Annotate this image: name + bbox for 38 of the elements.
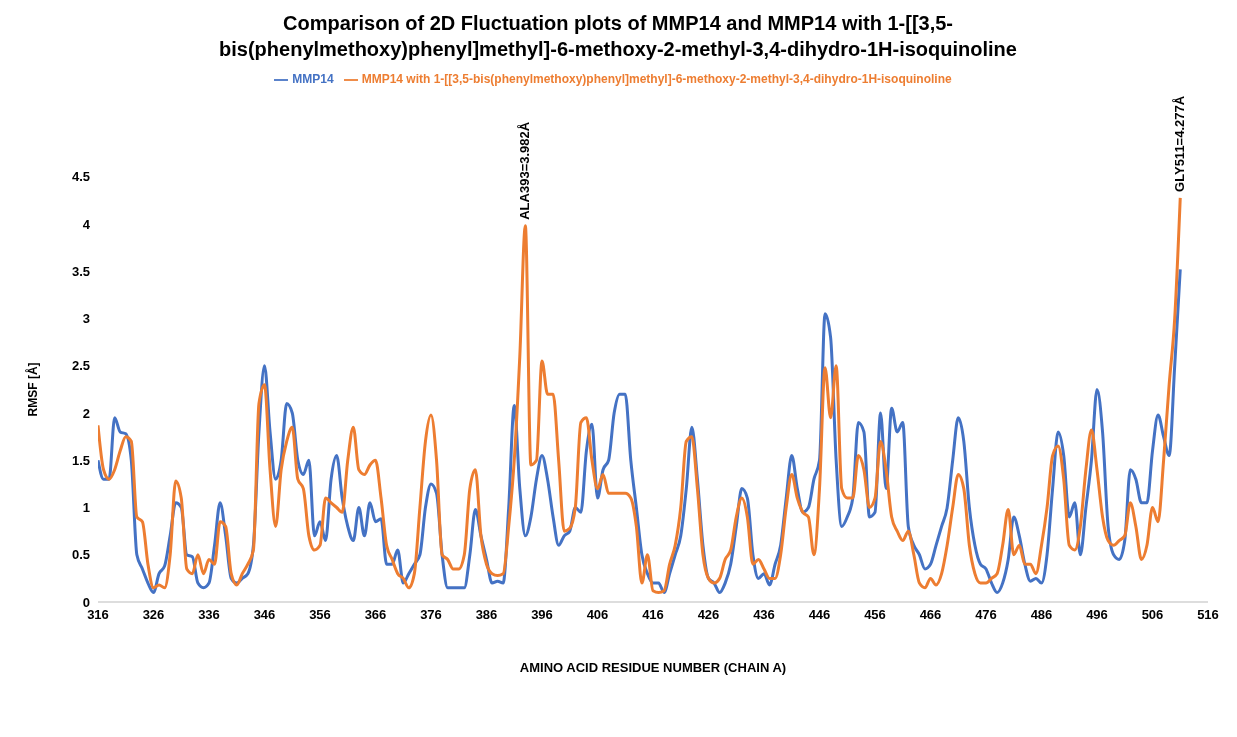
- x-tick-label: 316: [87, 607, 109, 623]
- y-tick-label: 4: [82, 216, 91, 232]
- x-tick-label: 396: [531, 607, 553, 623]
- x-tick-label: 446: [808, 607, 831, 623]
- y-tick-label: 3: [82, 311, 90, 327]
- x-tick-label: 466: [919, 607, 942, 623]
- x-tick-label: 516: [1197, 607, 1219, 623]
- chart-title: Comparison of 2D Fluctuation plots of MMP14 and MMP14 with 1-[[3,5-bis(phenylmethoxy)phenyl]methyl]-6-methoxy-2-methyl-3,4-dihydro-1H-isoquinoline: [218, 11, 1018, 62]
- x-tick-label: 506: [1141, 607, 1164, 623]
- y-tick-label: 1: [82, 500, 90, 516]
- legend-label: MMP14: [292, 72, 334, 86]
- x-tick-label: 356: [309, 607, 331, 623]
- y-tick-label: 0: [82, 594, 90, 610]
- y-axis-title: RMSF [Å]: [25, 362, 41, 417]
- x-tick-label: 426: [697, 607, 720, 623]
- y-tick-label: 2.5: [71, 358, 90, 374]
- x-tick-label: 416: [642, 607, 664, 623]
- x-tick-label: 366: [364, 607, 387, 623]
- x-tick-label: 386: [475, 607, 498, 623]
- y-tick-label: 0.5: [71, 547, 90, 563]
- x-tick-label: 346: [253, 607, 276, 623]
- x-tick-label: 406: [586, 607, 609, 623]
- x-tick-label: 486: [1030, 607, 1053, 623]
- annotation: ALA393=3.982Å: [517, 121, 533, 220]
- annotation: GLY511=4.277Å: [1172, 95, 1188, 192]
- x-tick-label: 336: [198, 607, 220, 623]
- x-tick-label: 476: [975, 607, 997, 623]
- y-tick-label: 1.5: [71, 452, 90, 468]
- x-tick-label: 456: [864, 607, 886, 623]
- legend-label: MMP14 with 1-[[3,5-bis(phenylmethoxy)phenyl]methyl]-6-methoxy-2-methyl-3,4-dihydro-1H-isoquinoline: [361, 72, 952, 86]
- x-tick-label: 496: [1086, 607, 1108, 623]
- y-tick-label: 2: [82, 405, 90, 421]
- x-tick-label: 376: [420, 607, 442, 623]
- y-tick-label: 3.5: [71, 263, 90, 279]
- y-tick-label: 4.5: [71, 169, 90, 185]
- x-tick-label: 436: [753, 607, 775, 623]
- x-axis-title: AMINO ACID RESIDUE NUMBER (CHAIN A): [519, 660, 787, 675]
- x-tick-label: 326: [142, 607, 165, 623]
